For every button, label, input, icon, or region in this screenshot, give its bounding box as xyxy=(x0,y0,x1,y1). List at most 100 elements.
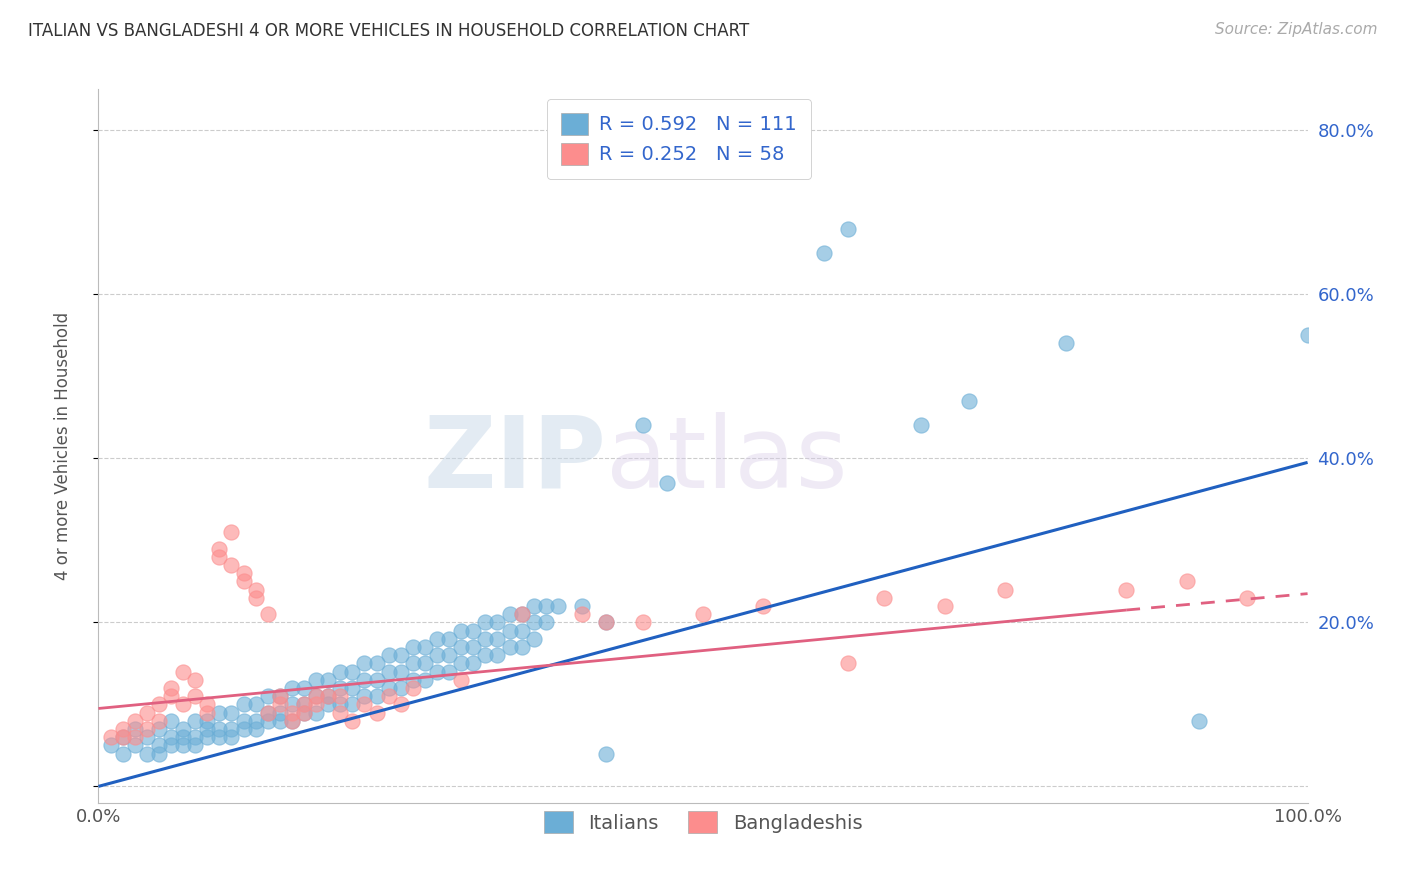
Point xyxy=(256,706,278,720)
Point xyxy=(148,747,170,761)
Point xyxy=(111,730,134,744)
Point xyxy=(148,722,170,736)
Point xyxy=(450,624,472,638)
Point xyxy=(160,739,183,753)
Point xyxy=(353,673,375,687)
Point xyxy=(195,722,218,736)
Point xyxy=(208,722,231,736)
Point xyxy=(316,673,339,687)
Point xyxy=(245,582,267,597)
Point xyxy=(571,599,593,613)
Point xyxy=(413,657,436,671)
Point xyxy=(305,689,328,703)
Point xyxy=(100,730,122,744)
Point xyxy=(281,706,304,720)
Point xyxy=(124,739,146,753)
Point xyxy=(498,640,520,654)
Point xyxy=(124,730,146,744)
Point xyxy=(1296,328,1319,343)
Point xyxy=(437,665,460,679)
Point xyxy=(402,681,425,695)
Point xyxy=(221,730,243,744)
Point xyxy=(523,615,546,630)
Point xyxy=(172,665,194,679)
Point xyxy=(342,665,364,679)
Point xyxy=(498,607,520,622)
Point xyxy=(463,657,485,671)
Point xyxy=(160,681,183,695)
Point xyxy=(232,566,254,581)
Point xyxy=(281,681,304,695)
Point xyxy=(111,747,134,761)
Point xyxy=(752,599,775,613)
Point xyxy=(281,714,304,728)
Point xyxy=(353,657,375,671)
Point xyxy=(305,698,328,712)
Point xyxy=(437,648,460,662)
Point xyxy=(1236,591,1258,605)
Point xyxy=(208,730,231,744)
Point xyxy=(269,689,291,703)
Point xyxy=(631,418,654,433)
Point xyxy=(450,640,472,654)
Point xyxy=(474,632,496,646)
Point xyxy=(994,582,1017,597)
Point xyxy=(292,698,315,712)
Point xyxy=(100,739,122,753)
Point xyxy=(316,689,339,703)
Point xyxy=(195,706,218,720)
Point xyxy=(510,640,533,654)
Point xyxy=(172,739,194,753)
Point xyxy=(160,730,183,744)
Point xyxy=(208,541,231,556)
Point xyxy=(413,673,436,687)
Point xyxy=(353,698,375,712)
Point xyxy=(245,722,267,736)
Point xyxy=(172,722,194,736)
Point xyxy=(486,615,509,630)
Point xyxy=(389,698,412,712)
Point xyxy=(305,689,328,703)
Point xyxy=(245,698,267,712)
Point xyxy=(208,706,231,720)
Point xyxy=(498,624,520,638)
Point xyxy=(232,574,254,589)
Point xyxy=(221,706,243,720)
Point xyxy=(221,525,243,540)
Point xyxy=(329,681,352,695)
Point xyxy=(135,722,157,736)
Point xyxy=(221,558,243,572)
Point xyxy=(256,689,278,703)
Point xyxy=(910,418,932,433)
Point xyxy=(292,706,315,720)
Point xyxy=(135,730,157,744)
Point xyxy=(305,673,328,687)
Point xyxy=(463,624,485,638)
Point xyxy=(329,665,352,679)
Point xyxy=(957,393,980,408)
Point xyxy=(342,714,364,728)
Point xyxy=(269,698,291,712)
Point xyxy=(389,648,412,662)
Point xyxy=(292,706,315,720)
Point xyxy=(486,632,509,646)
Point xyxy=(523,599,546,613)
Point xyxy=(184,730,207,744)
Point xyxy=(450,673,472,687)
Point xyxy=(256,706,278,720)
Point xyxy=(426,665,449,679)
Point xyxy=(111,730,134,744)
Point xyxy=(534,599,557,613)
Point xyxy=(195,730,218,744)
Point xyxy=(474,615,496,630)
Point xyxy=(329,706,352,720)
Point xyxy=(426,648,449,662)
Point xyxy=(571,607,593,622)
Point xyxy=(402,673,425,687)
Point xyxy=(1115,582,1137,597)
Point xyxy=(184,673,207,687)
Point xyxy=(208,549,231,564)
Point xyxy=(172,698,194,712)
Point xyxy=(534,615,557,630)
Point xyxy=(510,607,533,622)
